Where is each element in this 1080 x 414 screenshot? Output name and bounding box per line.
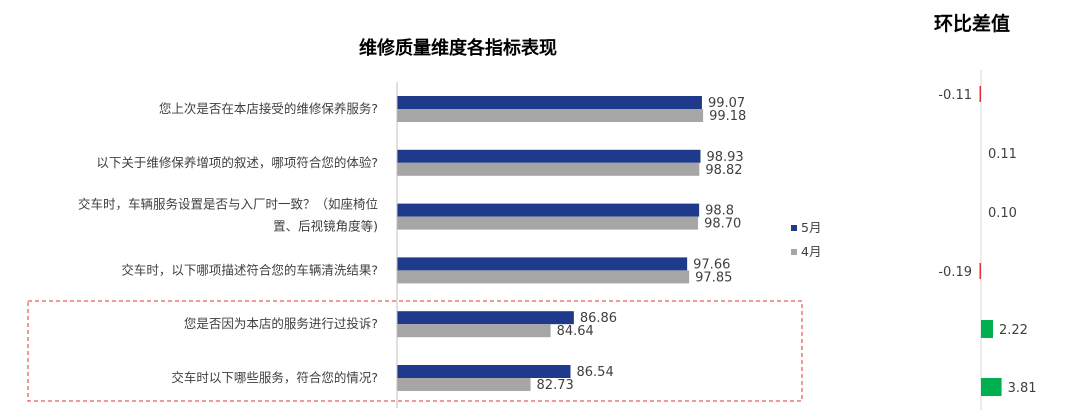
category-labels: 您上次是否在本店接受的维修保养服务? 以下关于维修保养增项的叙述，哪项符合您的体验… — [78, 101, 378, 385]
diff-label: 0.10 — [988, 206, 1017, 221]
diff-bar — [979, 263, 981, 279]
data-label-april: 84.64 — [557, 324, 594, 339]
data-label-april: 97.85 — [695, 270, 732, 285]
diff-bar — [979, 86, 981, 102]
legend-swatch — [791, 249, 797, 255]
category-label: 您上次是否在本店接受的维修保养服务? — [159, 101, 378, 116]
data-label-april: 98.70 — [704, 217, 741, 232]
category-label: 交车时，以下哪项描述符合您的车辆清洗结果? — [121, 262, 378, 277]
bar-may — [397, 96, 702, 109]
data-label-april: 82.73 — [537, 378, 574, 393]
category-label: 交车时以下哪些服务，符合您的情况? — [171, 370, 378, 385]
bar-april — [397, 216, 699, 230]
data-label-may: 99.07 — [708, 96, 745, 111]
legend: 5月 4月 — [791, 220, 821, 259]
diff-label: -0.11 — [938, 88, 972, 103]
highlight-box — [27, 300, 803, 402]
bar-april — [397, 378, 531, 391]
diff-label: 0.11 — [988, 147, 1017, 162]
diff-bar — [981, 378, 1002, 396]
diff-chart-title: 环比差值 — [934, 12, 1010, 35]
data-label-may: 86.86 — [580, 311, 617, 326]
diff-bars-group: -0.11 0.11 0.10 -0.19 2.22 3.81 — [938, 86, 1037, 396]
category-label: 以下关于维修保养增项的叙述，哪项符合您的体验? — [96, 155, 378, 170]
data-label-may: 98.8 — [705, 204, 734, 219]
bar-april — [397, 270, 690, 284]
bars-group — [397, 96, 704, 391]
legend-label: 5月 — [801, 220, 821, 235]
diff-label: 2.22 — [999, 323, 1028, 338]
bar-may — [397, 365, 571, 378]
bar-may — [397, 149, 701, 163]
data-label-may: 98.93 — [706, 150, 743, 165]
bar-may — [397, 257, 688, 271]
data-label-may: 97.66 — [693, 257, 730, 272]
diff-label: -0.19 — [938, 265, 972, 280]
bar-may — [397, 311, 574, 325]
category-label: 交车时，车辆服务设置是否与入厂时一致？（如座椅位置、后视镜角度等) — [78, 197, 378, 234]
bar-april — [397, 162, 700, 176]
data-label-april: 99.18 — [709, 109, 746, 124]
category-label-line: 置、后视镜角度等) — [273, 219, 378, 234]
bar-may — [397, 203, 700, 217]
bar-april — [397, 324, 551, 338]
category-label: 您是否因为本店的服务进行过投诉? — [184, 316, 378, 331]
chart-title: 维修质量维度各指标表现 — [359, 37, 557, 59]
data-label-april: 98.82 — [705, 163, 742, 178]
category-label-line: 交车时，车辆服务设置是否与入厂时一致？（如座椅位 — [78, 197, 378, 212]
diff-label: 3.81 — [1008, 381, 1037, 396]
legend-swatch — [791, 225, 797, 231]
diff-bar — [981, 320, 993, 338]
data-label-may: 86.54 — [577, 365, 614, 380]
bar-april — [397, 109, 704, 122]
legend-label: 4月 — [801, 244, 821, 259]
